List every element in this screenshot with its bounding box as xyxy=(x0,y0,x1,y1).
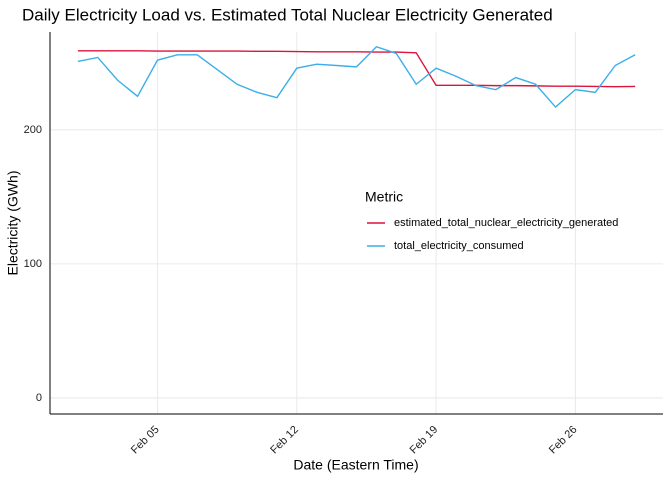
legend-label: estimated_total_nuclear_electricity_gene… xyxy=(394,217,618,229)
series-line xyxy=(77,50,636,88)
x-tick-label: Feb 05 xyxy=(129,424,162,457)
legend-label: total_electricity_consumed xyxy=(394,240,524,252)
x-tick-label: Feb 12 xyxy=(268,424,301,457)
y-tick-label: 100 xyxy=(24,258,42,270)
y-tick-label: 0 xyxy=(36,392,42,404)
chart-title: Daily Electricity Load vs. Estimated Tot… xyxy=(22,5,553,24)
series-line xyxy=(77,45,636,109)
x-axis-label: Date (Eastern Time) xyxy=(293,457,418,473)
legend-title: Metric xyxy=(365,189,403,205)
x-tick-label: Feb 19 xyxy=(408,424,441,457)
x-tick-label: Feb 26 xyxy=(547,424,580,457)
y-axis-label: Electricity (GWh) xyxy=(5,171,21,276)
y-tick-label: 200 xyxy=(24,124,42,136)
